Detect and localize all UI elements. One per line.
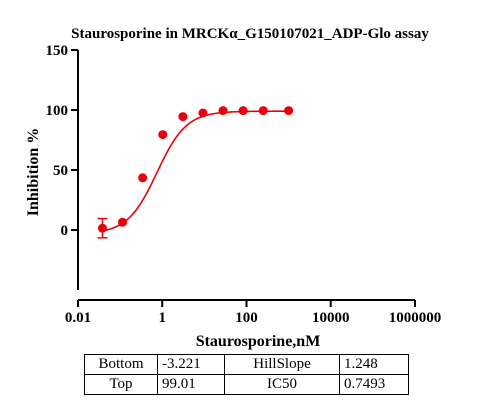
table-row: Top 99.01 IC50 0.7493 xyxy=(84,374,409,395)
y-axis-label: Inhibition % xyxy=(25,128,42,216)
fit-parameters-table: Bottom -3.221 HillSlope 1.248 Top 99.01 … xyxy=(84,354,409,395)
data-point xyxy=(258,106,268,116)
data-point xyxy=(97,223,107,233)
x-tick-label: 100 xyxy=(235,310,258,326)
dose-response-chart: Staurosporine in MRCKα_G150107021_ADP-Gl… xyxy=(25,26,442,350)
chart-title: Staurosporine in MRCKα_G150107021_ADP-Gl… xyxy=(71,26,429,42)
data-point xyxy=(238,106,248,116)
x-tick-label: 0.01 xyxy=(65,310,91,326)
x-tick-label: 1000000 xyxy=(389,310,442,326)
param-name: IC50 xyxy=(224,374,340,395)
fit-curve xyxy=(102,110,289,232)
param-value: 1.248 xyxy=(339,354,409,375)
data-point xyxy=(218,106,228,116)
data-point xyxy=(198,108,208,118)
table-row: Bottom -3.221 HillSlope 1.248 xyxy=(84,354,409,375)
param-name: Top xyxy=(84,374,158,395)
param-name: HillSlope xyxy=(224,354,340,375)
y-tick-label: 100 xyxy=(46,103,69,119)
y-tick-label: 0 xyxy=(61,223,69,239)
data-point xyxy=(118,217,128,227)
data-point xyxy=(178,112,188,122)
param-value: 99.01 xyxy=(157,374,225,395)
param-value: -3.221 xyxy=(157,354,225,375)
x-tick-label: 10000 xyxy=(312,310,350,326)
param-name: Bottom xyxy=(84,354,158,375)
data-point xyxy=(158,130,168,140)
x-tick-label: 1 xyxy=(159,310,167,326)
data-point xyxy=(284,106,294,116)
x-axis-label: Staurosporine,nM xyxy=(196,333,321,350)
param-value: 0.7493 xyxy=(339,374,409,395)
data-point xyxy=(138,173,148,183)
plot-area: 0 50 100 150 0.01 1 100 10000 1000000 xyxy=(46,43,442,326)
y-tick-label: 150 xyxy=(46,43,69,59)
y-tick-label: 50 xyxy=(53,163,68,179)
